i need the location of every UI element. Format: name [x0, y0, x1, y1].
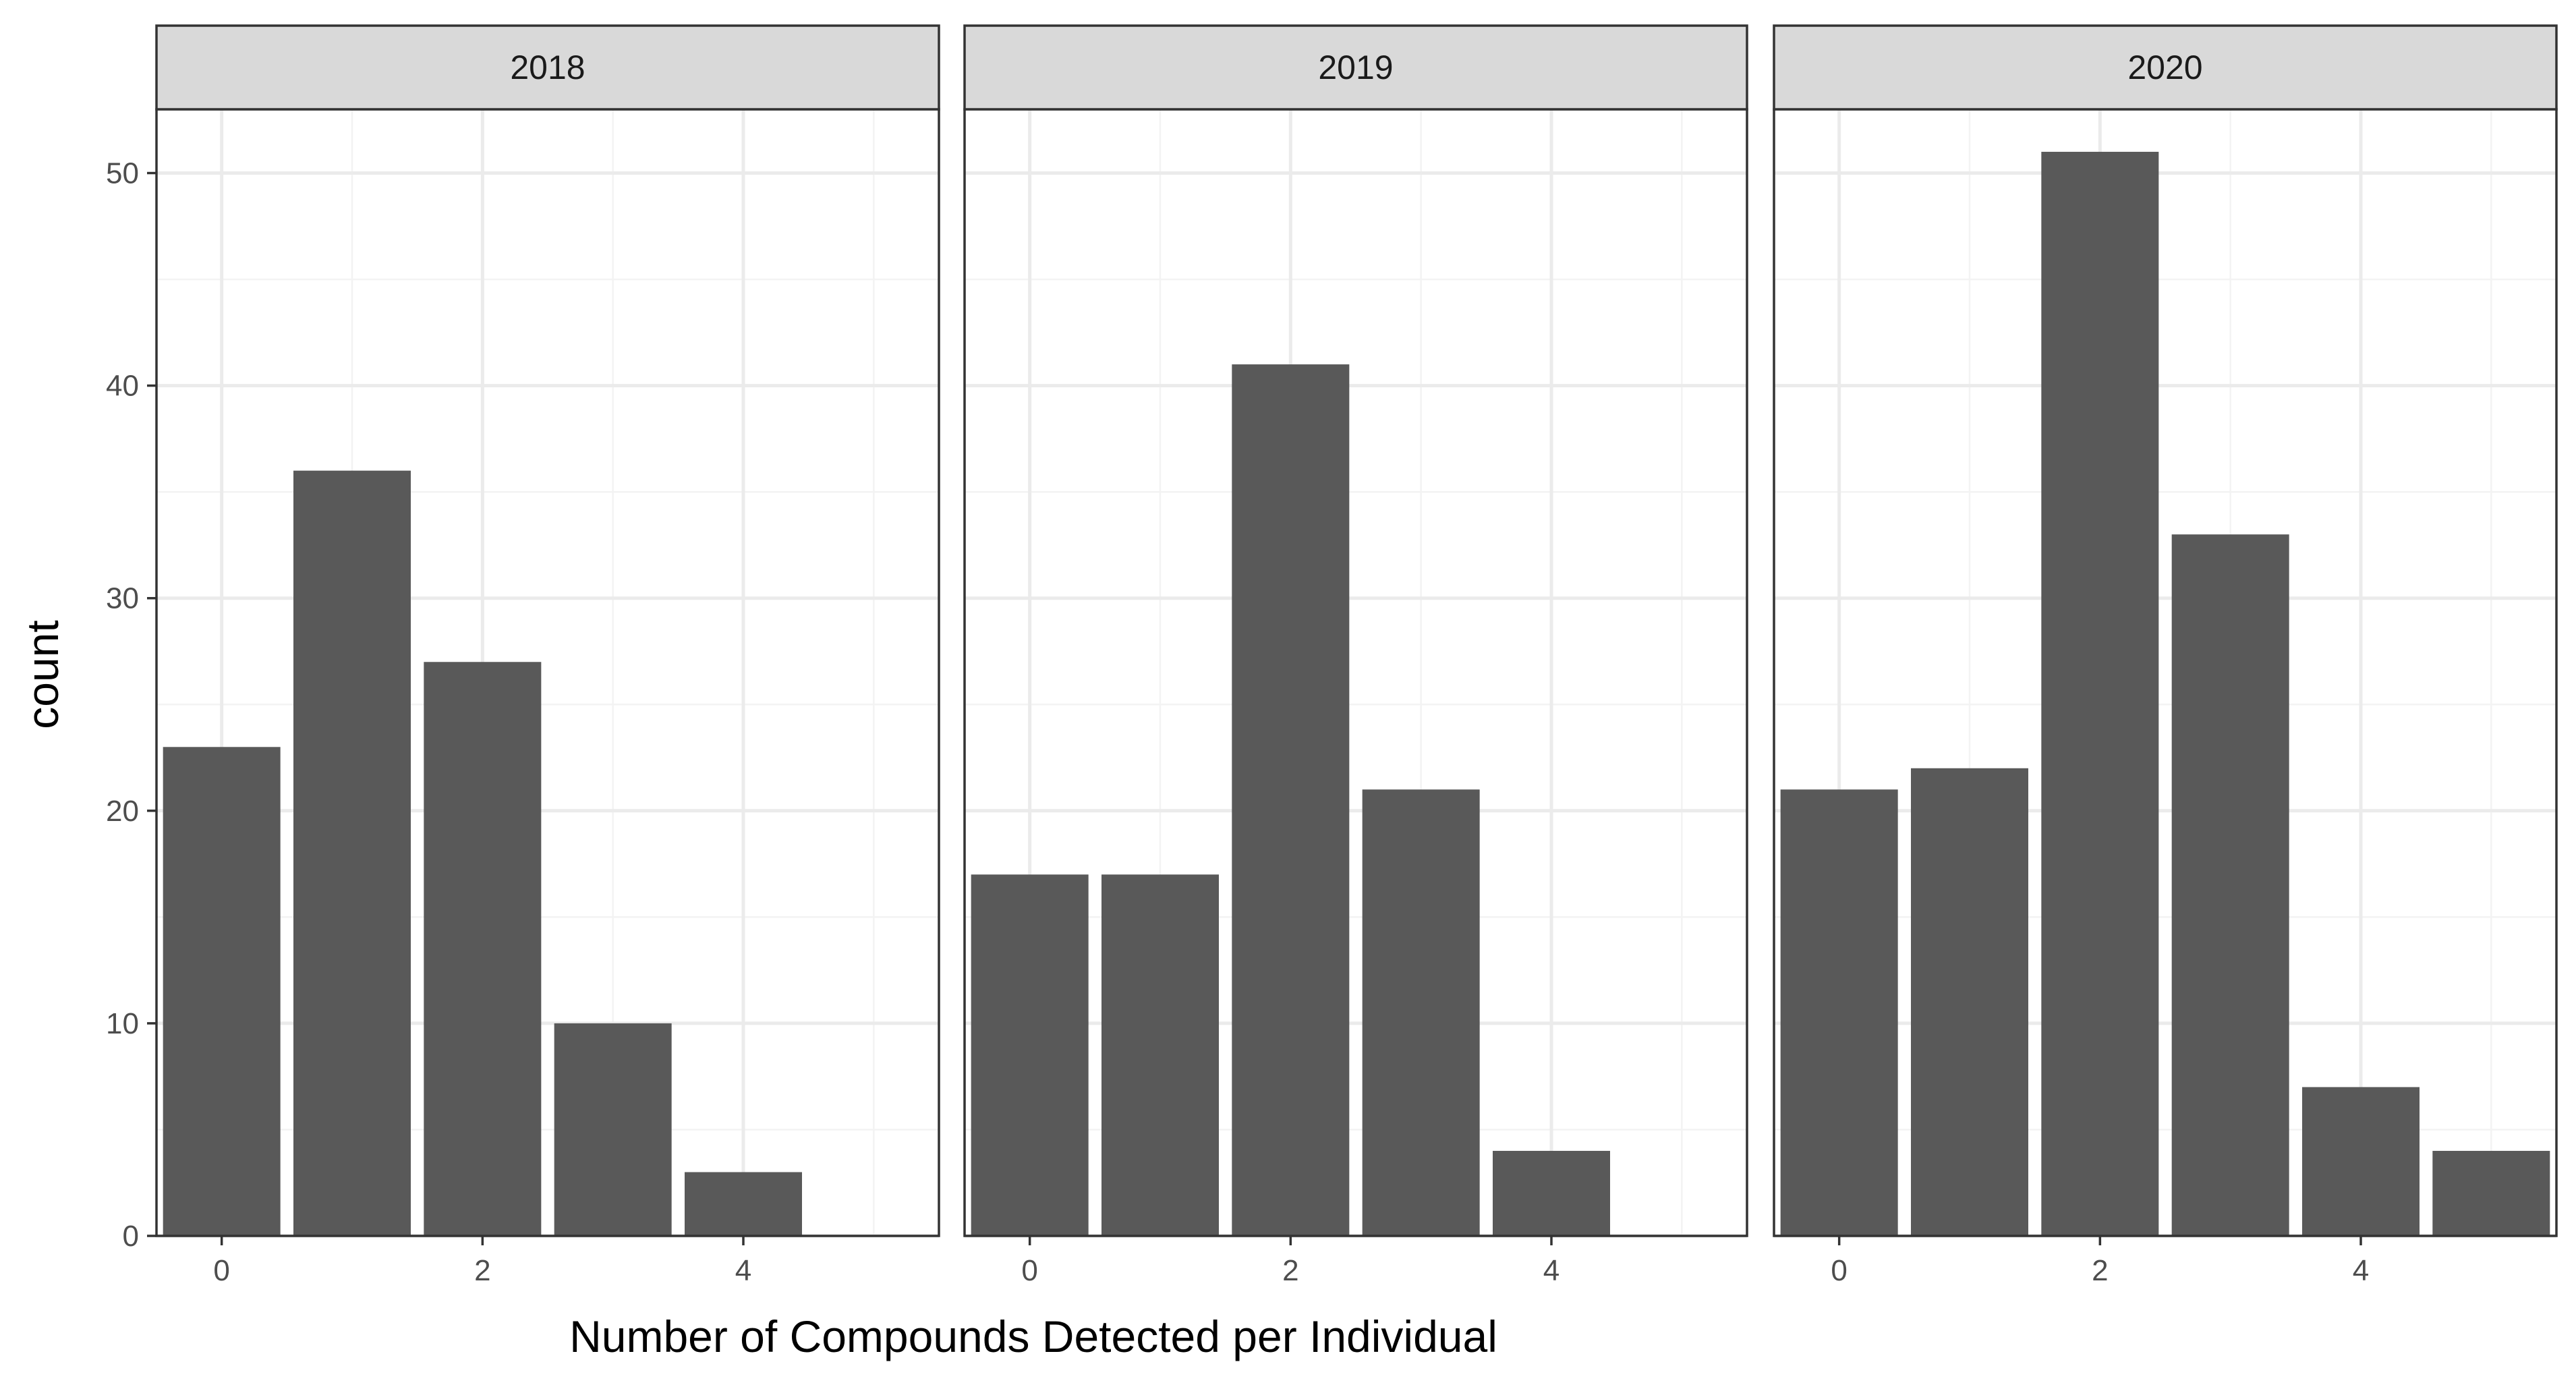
panel-background: [1774, 109, 2556, 1236]
facet-panel-2019: 2019 0 2 4: [963, 24, 1748, 1287]
bar-2018-x2: [424, 662, 542, 1236]
facet-strip-label: 2018: [510, 49, 585, 86]
x-tick-label: 0: [1021, 1254, 1037, 1287]
bar-2020-x2: [2041, 152, 2159, 1236]
bar-2019-x3: [1362, 789, 1480, 1236]
y-axis: 0 10 20 30 40 50: [106, 157, 156, 1253]
bar-2020-x4: [2302, 1087, 2420, 1236]
bar-2019-x4: [1493, 1150, 1610, 1236]
y-tick-label: 0: [123, 1220, 139, 1253]
facet-strip: [155, 24, 940, 111]
facet-strip-label: 2019: [1318, 49, 1393, 86]
bar-2019-x0: [971, 874, 1089, 1236]
panel-background: [965, 109, 1747, 1236]
facet-strip-label: 2020: [2127, 49, 2202, 86]
x-tick-label: 4: [735, 1254, 751, 1287]
facet-panels: 2018 0 2 4 2019 0 2 4 2020 0 2 4: [155, 24, 2558, 1287]
x-tick-label: 2: [474, 1254, 490, 1287]
x-tick-label: 0: [1831, 1254, 1847, 1287]
x-tick-label: 2: [1282, 1254, 1298, 1287]
panel-background: [156, 109, 939, 1236]
bar-2019-x2: [1232, 364, 1350, 1236]
bar-2018-x4: [685, 1172, 802, 1236]
facet-panel-2018: 2018 0 2 4: [155, 24, 940, 1287]
bar-2018-x3: [554, 1023, 672, 1236]
x-tick-label: 4: [1543, 1254, 1559, 1287]
x-axis-title: Number of Compounds Detected per Individ…: [569, 1311, 1497, 1361]
x-tick-label: 2: [2092, 1254, 2108, 1287]
x-tick-label: 0: [213, 1254, 229, 1287]
y-tick-label: 30: [106, 582, 139, 615]
bar-2020-x3: [2171, 534, 2289, 1236]
y-tick-label: 40: [106, 370, 139, 403]
y-tick-label: 20: [106, 795, 139, 828]
x-tick-label: 4: [2353, 1254, 2369, 1287]
y-tick-label: 50: [106, 157, 139, 190]
facet-strip: [963, 24, 1748, 111]
bar-2020-x5: [2432, 1150, 2550, 1236]
bar-2020-x1: [1911, 768, 2028, 1236]
bar-2018-x0: [163, 747, 281, 1236]
bar-2019-x1: [1101, 874, 1219, 1236]
y-axis-title: count: [18, 620, 67, 729]
bar-2018-x1: [293, 470, 411, 1236]
y-tick-label: 10: [106, 1007, 139, 1040]
facet-strip: [1773, 24, 2558, 111]
facet-panel-2020: 2020 0 2 4: [1773, 24, 2558, 1287]
bar-2020-x0: [1780, 789, 1898, 1236]
